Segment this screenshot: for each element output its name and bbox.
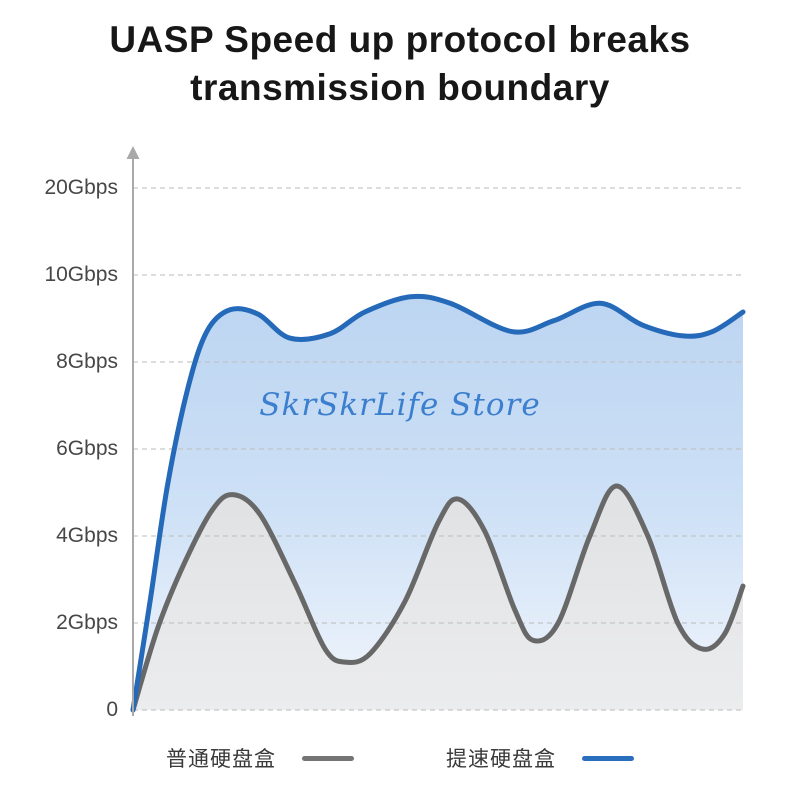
- page-title: UASP Speed up protocol breaks transmissi…: [0, 16, 800, 112]
- legend-item-ordinary: 普通硬盘盒: [166, 743, 354, 773]
- line-ordinary: [130, 483, 746, 713]
- line-uasp: [130, 293, 746, 713]
- store-watermark: SkrSkrLife Store: [259, 387, 541, 423]
- legend-label-uasp: 提速硬盘盒: [446, 748, 556, 771]
- y-axis-arrow-icon: [126, 146, 140, 159]
- y-axis-tick-label-2: 2Gbps: [56, 611, 118, 634]
- chart-legend: 普通硬盘盒 提速硬盘盒: [0, 743, 800, 773]
- y-axis-tick-label-20: 20Gbps: [44, 176, 118, 199]
- y-axis-tick-label-0: 0: [106, 698, 118, 721]
- y-axis-tick-label-8: 8Gbps: [56, 350, 118, 373]
- legend-item-uasp: 提速硬盘盒: [446, 743, 634, 773]
- title-line-2: transmission boundary: [190, 67, 610, 108]
- y-axis-tick-label-4: 4Gbps: [56, 524, 118, 547]
- title-line-1: UASP Speed up protocol breaks: [109, 19, 691, 60]
- y-axis-tick-label-6: 6Gbps: [56, 437, 118, 460]
- legend-swatch-ordinary: [302, 755, 354, 761]
- legend-label-ordinary: 普通硬盘盒: [166, 748, 276, 771]
- area-ordinary: [133, 485, 743, 710]
- legend-swatch-uasp: [582, 755, 634, 761]
- y-axis-tick-label-10: 10Gbps: [44, 263, 118, 286]
- y-axis-labels: 0 2Gbps 4Gbps 6Gbps 8Gbps 10Gbps 20Gbps: [0, 0, 118, 800]
